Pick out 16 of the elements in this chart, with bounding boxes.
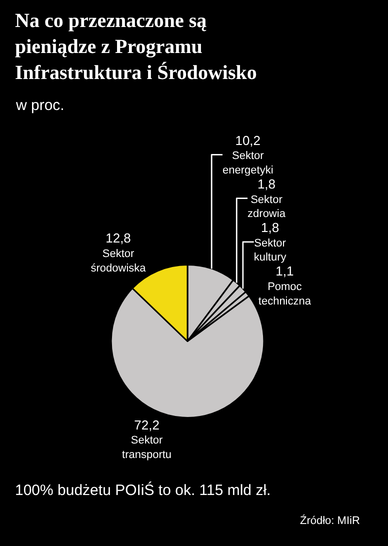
text: Źródło: MIiR xyxy=(300,514,360,527)
slice-label: Sektor transportu xyxy=(122,434,172,462)
data-label: 1,8 xyxy=(261,220,280,236)
slice-label: Sektor zdrowia xyxy=(248,194,286,220)
data-label: 12,8 xyxy=(106,230,131,246)
chart-subtitle: w proc. xyxy=(15,97,64,114)
data-label: 10,2 xyxy=(235,132,261,148)
slice-label: Sektor środowiska xyxy=(90,248,147,274)
slice-label: Pomoc techniczna xyxy=(258,281,312,308)
data-label: 72,2 xyxy=(134,417,160,432)
slice-label: Sektor kultury xyxy=(254,237,287,264)
slice-label: Sektor energetyki xyxy=(222,150,274,177)
chart-title: Na co przeznaczone są pieniądze z Programu Infrastruktura i Środowisko xyxy=(15,10,257,84)
text: 100% budżetu POIiŚ to ok. 115 mld zł. xyxy=(15,481,271,499)
data-label: 1,8 xyxy=(257,176,276,192)
data-label: 1,1 xyxy=(276,264,294,279)
